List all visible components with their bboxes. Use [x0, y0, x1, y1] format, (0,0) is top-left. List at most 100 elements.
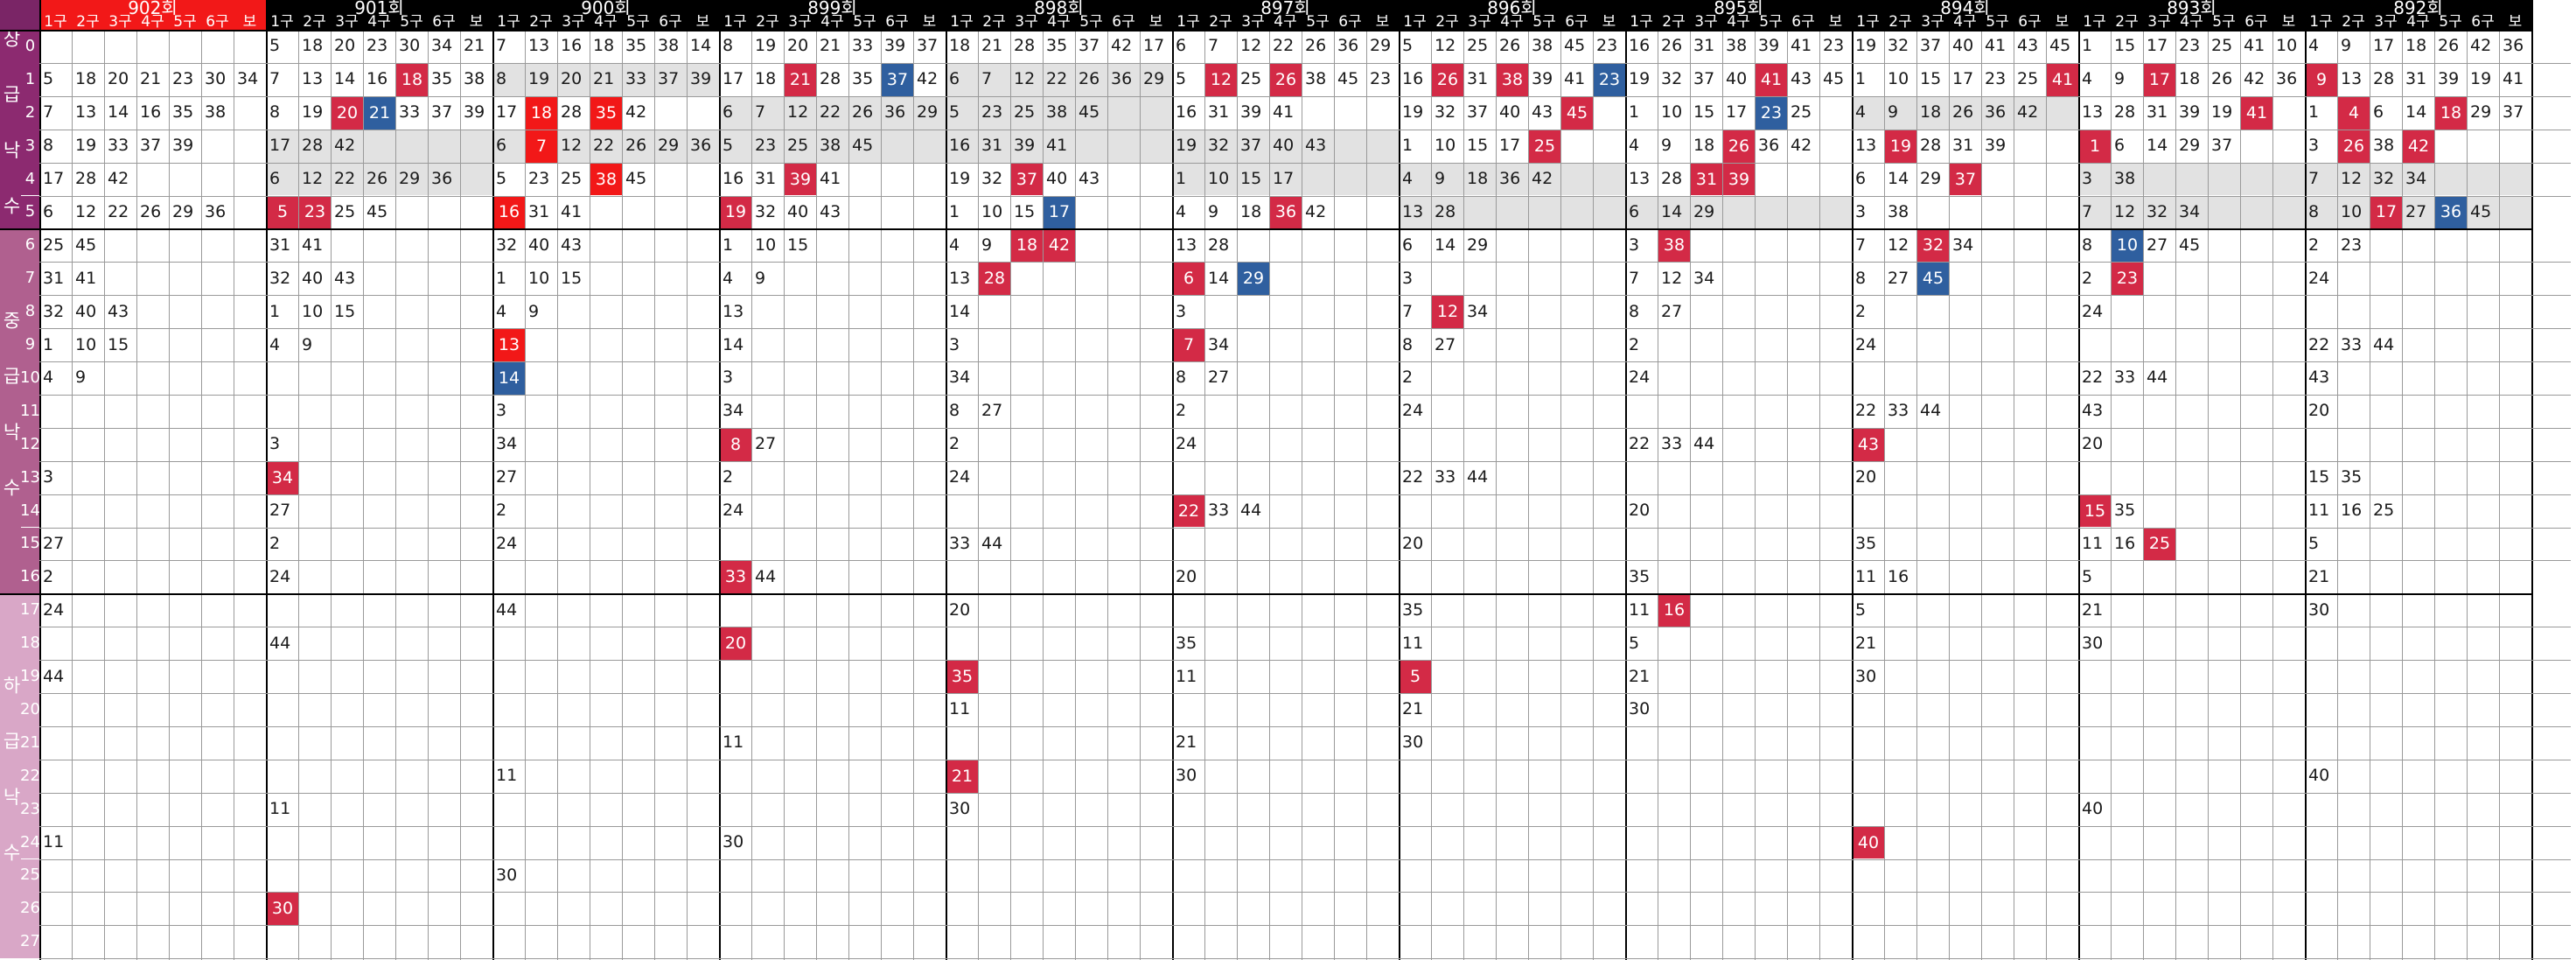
number-cell: 37: [1240, 136, 1262, 156]
number-cell: 27: [1888, 268, 1909, 288]
side-group-label: 하 급 낙 수: [0, 593, 21, 959]
grid-line: [1399, 0, 1400, 960]
grid-line: [39, 958, 2571, 960]
column-header: 2구: [2337, 15, 2370, 30]
number-cell: 21: [1855, 633, 1877, 653]
number-cell: 23: [299, 196, 331, 229]
number-cell: 22: [1173, 494, 1204, 528]
number-cell: 7: [1402, 301, 1414, 321]
number-cell: 6: [1173, 263, 1204, 296]
number-cell: 32: [981, 169, 1003, 189]
row-number: 13: [21, 460, 39, 494]
column-header: 5구: [848, 15, 881, 30]
number-cell: 7: [43, 102, 54, 123]
column-header: 6구: [2467, 15, 2499, 30]
number-cell: 23: [1823, 36, 1845, 56]
number-cell: 10: [1435, 136, 1456, 156]
number-cell: 36: [431, 169, 453, 189]
number-cell: 23: [981, 102, 1003, 123]
column-header: 2구: [1204, 15, 1237, 30]
number-cell: 7: [755, 102, 766, 123]
number-cell: 17: [2370, 196, 2402, 229]
number-cell: 32: [1917, 229, 1949, 263]
number-cell: 39: [1985, 136, 2007, 156]
grid-line: [39, 295, 2571, 297]
number-cell: 36: [2276, 69, 2298, 89]
column-header: 보: [460, 15, 492, 30]
number-cell: 40: [528, 235, 550, 255]
number-cell: 9: [302, 334, 313, 354]
number-cell: 42: [108, 169, 129, 189]
number-cell: 39: [785, 163, 816, 196]
number-cell: 25: [1014, 102, 1036, 123]
number-cell: 4: [723, 268, 734, 288]
number-cell: 26: [2338, 130, 2370, 163]
number-cell: 15: [334, 301, 356, 321]
column-header: 4구: [1043, 15, 1075, 30]
number-cell: 20: [334, 36, 356, 56]
number-cell: 18: [396, 63, 428, 96]
number-cell: 15: [108, 334, 129, 354]
number-cell: 35: [852, 69, 874, 89]
column-header: 1구: [492, 15, 525, 30]
number-cell: 41: [2047, 63, 2078, 96]
number-cell: 15: [561, 268, 583, 288]
number-cell: 38: [464, 69, 485, 89]
number-cell: 41: [302, 235, 324, 255]
number-cell: 8: [720, 428, 751, 461]
number-cell: 42: [2244, 69, 2265, 89]
number-cell: 28: [75, 169, 97, 189]
number-cell: 26: [367, 169, 388, 189]
row-number: 22: [21, 759, 39, 793]
number-cell: 25: [1240, 69, 1262, 89]
number-cell: 22: [334, 169, 356, 189]
number-cell: 15: [1014, 201, 1036, 221]
column-header: 3구: [331, 15, 363, 30]
number-cell: 43: [561, 235, 583, 255]
number-cell: 37: [1920, 36, 1942, 56]
row-number: 1: [21, 62, 39, 96]
number-cell: 39: [2179, 102, 2201, 123]
number-cell: 9: [981, 235, 993, 255]
number-cell: 3: [1176, 301, 1187, 321]
number-cell: 19: [949, 169, 971, 189]
number-cell: 43: [334, 268, 356, 288]
number-cell: 2: [496, 501, 507, 521]
number-cell: 6: [1855, 169, 1867, 189]
number-cell: 25: [2373, 501, 2395, 521]
number-cell: 14: [2147, 136, 2168, 156]
number-cell: 4: [496, 301, 507, 321]
number-cell: 6: [43, 201, 54, 221]
number-cell: 38: [1305, 69, 1327, 89]
number-cell: 13: [528, 36, 550, 56]
column-header: 2구: [978, 15, 1010, 30]
number-cell: 41: [1985, 36, 2007, 56]
number-cell: 5: [1855, 599, 1867, 620]
number-cell: 32: [755, 201, 777, 221]
number-cell: 30: [1176, 766, 1197, 786]
number-cell: 7: [1629, 268, 1640, 288]
number-cell: 17: [269, 136, 291, 156]
row-number: 26: [21, 892, 39, 926]
number-cell: 11: [2082, 533, 2104, 553]
number-cell: 34: [723, 401, 744, 421]
round-header: 902회: [39, 0, 266, 15]
number-cell: 4: [1402, 169, 1414, 189]
grid-line: [39, 792, 2571, 794]
row-number: 20: [21, 693, 39, 726]
number-cell: 17: [1044, 196, 1075, 229]
number-cell: 43: [2017, 36, 2039, 56]
number-cell: 31: [528, 201, 550, 221]
number-cell: 45: [1561, 96, 1593, 130]
number-cell: 5: [1400, 661, 1431, 693]
column-header: 보: [687, 15, 719, 30]
column-header: 2구: [525, 15, 557, 30]
column-header: 6구: [1787, 15, 1819, 30]
column-header: 2구: [2111, 15, 2143, 30]
number-cell: 27: [1208, 368, 1230, 388]
number-cell: 42: [2017, 102, 2039, 123]
number-cell: 2: [1629, 334, 1640, 354]
number-cell: 45: [625, 169, 647, 189]
number-cell: 6: [269, 169, 281, 189]
